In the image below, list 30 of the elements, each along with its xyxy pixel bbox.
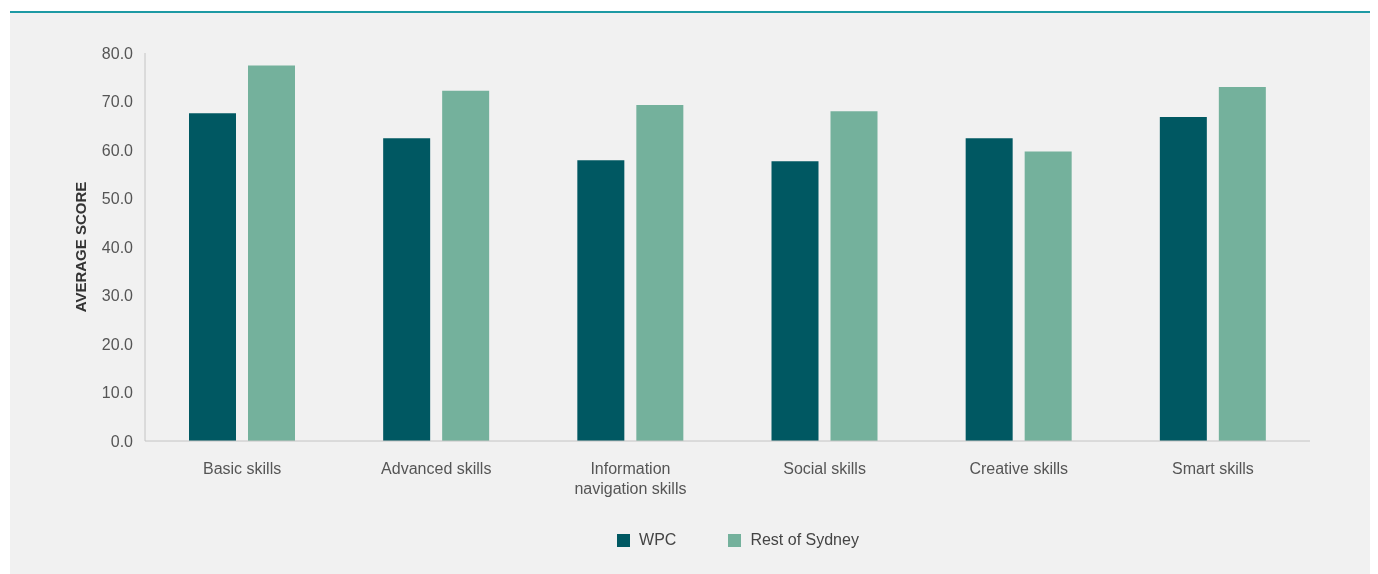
bar [1159, 117, 1207, 441]
bar [248, 65, 295, 441]
y-tick-label: 70.0 [101, 93, 134, 111]
bar [383, 138, 431, 441]
x-tick-label: Smart skills [1172, 460, 1254, 478]
legend-label: WPC [639, 531, 677, 548]
bar [771, 161, 819, 441]
bar [442, 90, 490, 441]
y-tick-label: 30.0 [101, 287, 134, 305]
bar [577, 160, 625, 441]
y-tick-label: 60.0 [101, 141, 134, 159]
y-tick-label: 20.0 [101, 335, 134, 353]
x-tick-label: Creative skills [969, 460, 1069, 478]
bar [636, 104, 684, 441]
bar [1218, 86, 1266, 441]
x-tick-label: Social skills [783, 460, 866, 478]
x-tick-label: Advanced skills [381, 460, 492, 478]
y-tick-label: 40.0 [101, 238, 134, 256]
y-tick-label: 10.0 [101, 384, 134, 402]
legend-label: Rest of Sydney [750, 531, 859, 548]
bar [830, 111, 878, 441]
bar [1024, 151, 1072, 441]
x-tick-label: Basic skills [202, 460, 282, 478]
x-tick-label: Information navigation skills [574, 460, 687, 498]
y-axis-title: AVERAGE SCORE [71, 181, 89, 313]
bar [189, 113, 236, 441]
bar [965, 138, 1013, 441]
y-tick-label: 80.0 [101, 44, 134, 62]
y-tick-label: 50.0 [101, 190, 134, 208]
y-tick-label: 0.0 [110, 432, 134, 450]
